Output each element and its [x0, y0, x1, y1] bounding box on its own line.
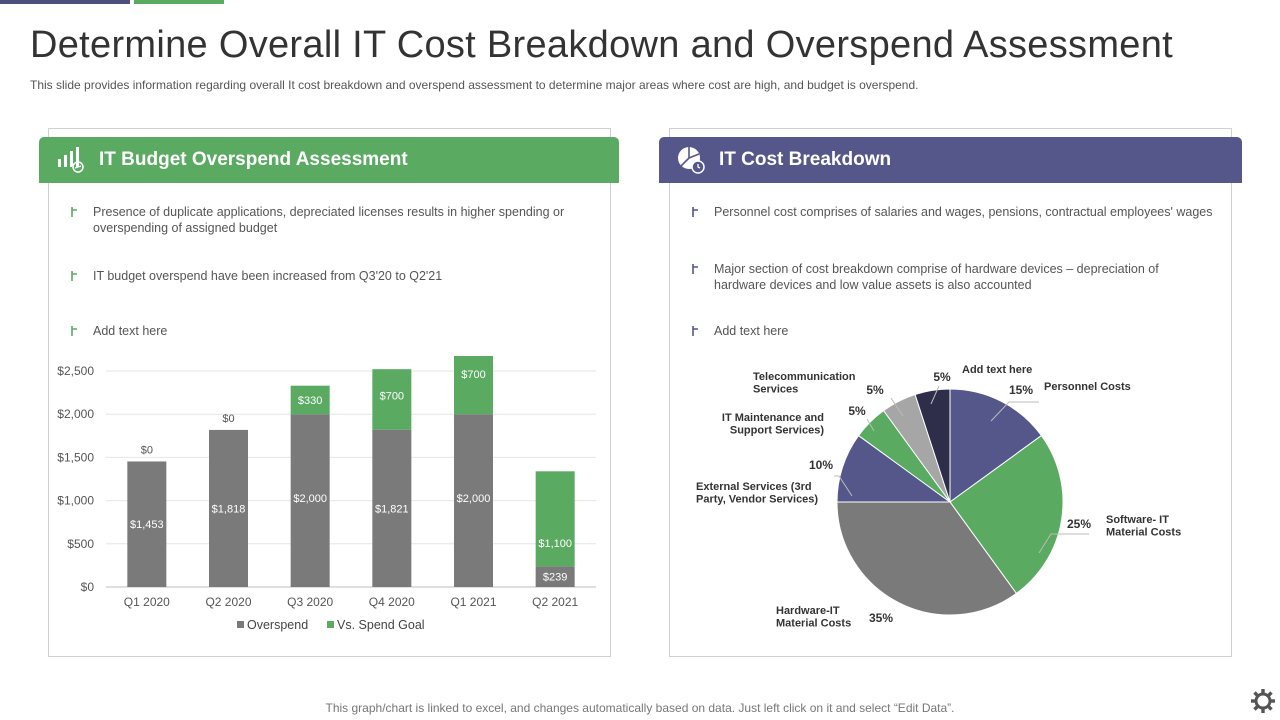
slice-label: Hardware-IT Material Costs — [776, 605, 851, 630]
slice-percent: 25% — [1067, 517, 1091, 531]
y-tick-label: $1,500 — [57, 450, 94, 464]
slice-label: Telecommunication Services — [753, 371, 856, 396]
bar-spend-goal — [290, 385, 330, 415]
pie-slice — [949, 434, 1064, 595]
data-label: $1,818 — [212, 503, 246, 515]
legend-label: Overspend — [247, 618, 308, 632]
y-tick-label: $2,500 — [57, 364, 94, 378]
data-label: $700 — [380, 390, 404, 402]
leader-line — [1038, 533, 1089, 554]
x-tick-label: Q2 2021 — [532, 595, 578, 609]
slice-percent: 5% — [848, 404, 866, 418]
pie-slice — [836, 501, 1018, 616]
slice-label: Software- IT Material Costs — [1106, 514, 1181, 539]
list-item: Presence of duplicate applications, depr… — [71, 204, 593, 236]
overspend-heading: IT Budget Overspend Assessment — [99, 149, 408, 170]
x-tick-label: Q2 2020 — [205, 595, 251, 609]
pie-slice — [836, 434, 952, 503]
cost-breakdown-heading: IT Cost Breakdown — [719, 149, 892, 170]
data-label: $700 — [461, 369, 485, 381]
data-label: $0 — [141, 444, 153, 456]
leader-line — [890, 397, 904, 417]
gear-icon[interactable] — [1250, 688, 1276, 714]
data-label: $2,000 — [293, 493, 327, 505]
pie-chart-clock-icon — [677, 146, 705, 174]
bar-spend-goal — [535, 471, 575, 567]
slice-percent: 15% — [1009, 383, 1033, 397]
bullet-icon — [692, 207, 698, 217]
accent-bar-purple — [0, 0, 130, 4]
legend-label: Vs. Spend Goal — [337, 618, 425, 632]
slice-percent: 5% — [933, 370, 951, 384]
cost-breakdown-banner: IT Cost Breakdown — [659, 137, 1242, 183]
y-tick-label: $1,000 — [57, 494, 94, 508]
bar-chart-icon — [57, 146, 85, 174]
x-tick-label: Q1 2020 — [124, 595, 170, 609]
pie-slice — [914, 388, 951, 503]
footer-note: This graph/chart is linked to excel, and… — [325, 701, 955, 715]
data-label: $2,000 — [457, 493, 491, 505]
data-label: $330 — [298, 395, 322, 407]
list-item: Add text here — [692, 323, 1214, 339]
leader-line — [834, 475, 853, 497]
bullet-icon — [71, 271, 77, 281]
y-tick-label: $500 — [67, 537, 94, 551]
y-tick-label: $0 — [81, 580, 95, 594]
slice-label: External Services (3rd Party, Vendor Serv… — [696, 481, 818, 506]
legend-swatch-spend-goal — [327, 621, 334, 628]
bar-overspend — [209, 429, 248, 587]
data-label: $1,100 — [538, 538, 572, 550]
x-tick-label: Q3 2020 — [287, 595, 333, 609]
accent-bar-green — [134, 0, 224, 4]
slice-label: IT Maintenance and Support Services) — [722, 412, 824, 437]
list-item: IT budget overspend have been increased … — [71, 268, 593, 284]
data-label: $0 — [222, 413, 234, 425]
page-title: Determine Overall IT Cost Breakdown and … — [30, 24, 1174, 66]
slice-label: Add text here — [962, 364, 1032, 376]
legend-swatch-overspend — [237, 621, 244, 628]
bullet-icon — [71, 207, 77, 217]
bar-overspend — [454, 414, 493, 587]
bullet-icon — [71, 326, 77, 336]
pie-slice — [949, 388, 1043, 503]
bar-overspend — [127, 461, 167, 587]
bullet-icon — [692, 264, 698, 274]
x-tick-label: Q1 2021 — [450, 595, 496, 609]
page-subtitle: This slide provides information regardin… — [30, 78, 919, 92]
bar-spend-goal — [454, 356, 493, 415]
list-item: Add text here — [71, 323, 593, 339]
data-label: $1,821 — [375, 503, 409, 515]
bullet-icon — [692, 326, 698, 336]
leader-line — [866, 418, 875, 432]
slice-percent: 5% — [866, 383, 884, 397]
data-label: $1,453 — [130, 519, 164, 531]
list-item: Personnel cost comprises of salaries and… — [692, 204, 1214, 220]
list-item: Major section of cost breakdown comprise… — [692, 261, 1214, 293]
overspend-banner: IT Budget Overspend Assessment — [39, 137, 619, 183]
slice-label: Personnel Costs — [1044, 381, 1131, 393]
slice-percent: 10% — [809, 458, 833, 472]
slice-percent: 35% — [869, 611, 893, 625]
leader-line — [990, 401, 1039, 422]
bar-spend-goal — [372, 369, 412, 430]
x-tick-label: Q4 2020 — [369, 595, 415, 609]
bar-overspend — [290, 414, 330, 587]
overspend-bar-chart[interactable]: $0 $500 $1,000 $1,500 $2,000 $2,500 $1,453 $0 Q1… — [48, 356, 611, 652]
cost-breakdown-pie-chart[interactable]: 15% Personnel Costs 25% Software- IT Materia… — [669, 356, 1232, 652]
y-tick-label: $2,000 — [57, 407, 94, 421]
bar-overspend — [372, 429, 412, 587]
bar-overspend — [535, 566, 575, 587]
data-label: $239 — [543, 572, 567, 584]
leader-line — [930, 385, 940, 405]
